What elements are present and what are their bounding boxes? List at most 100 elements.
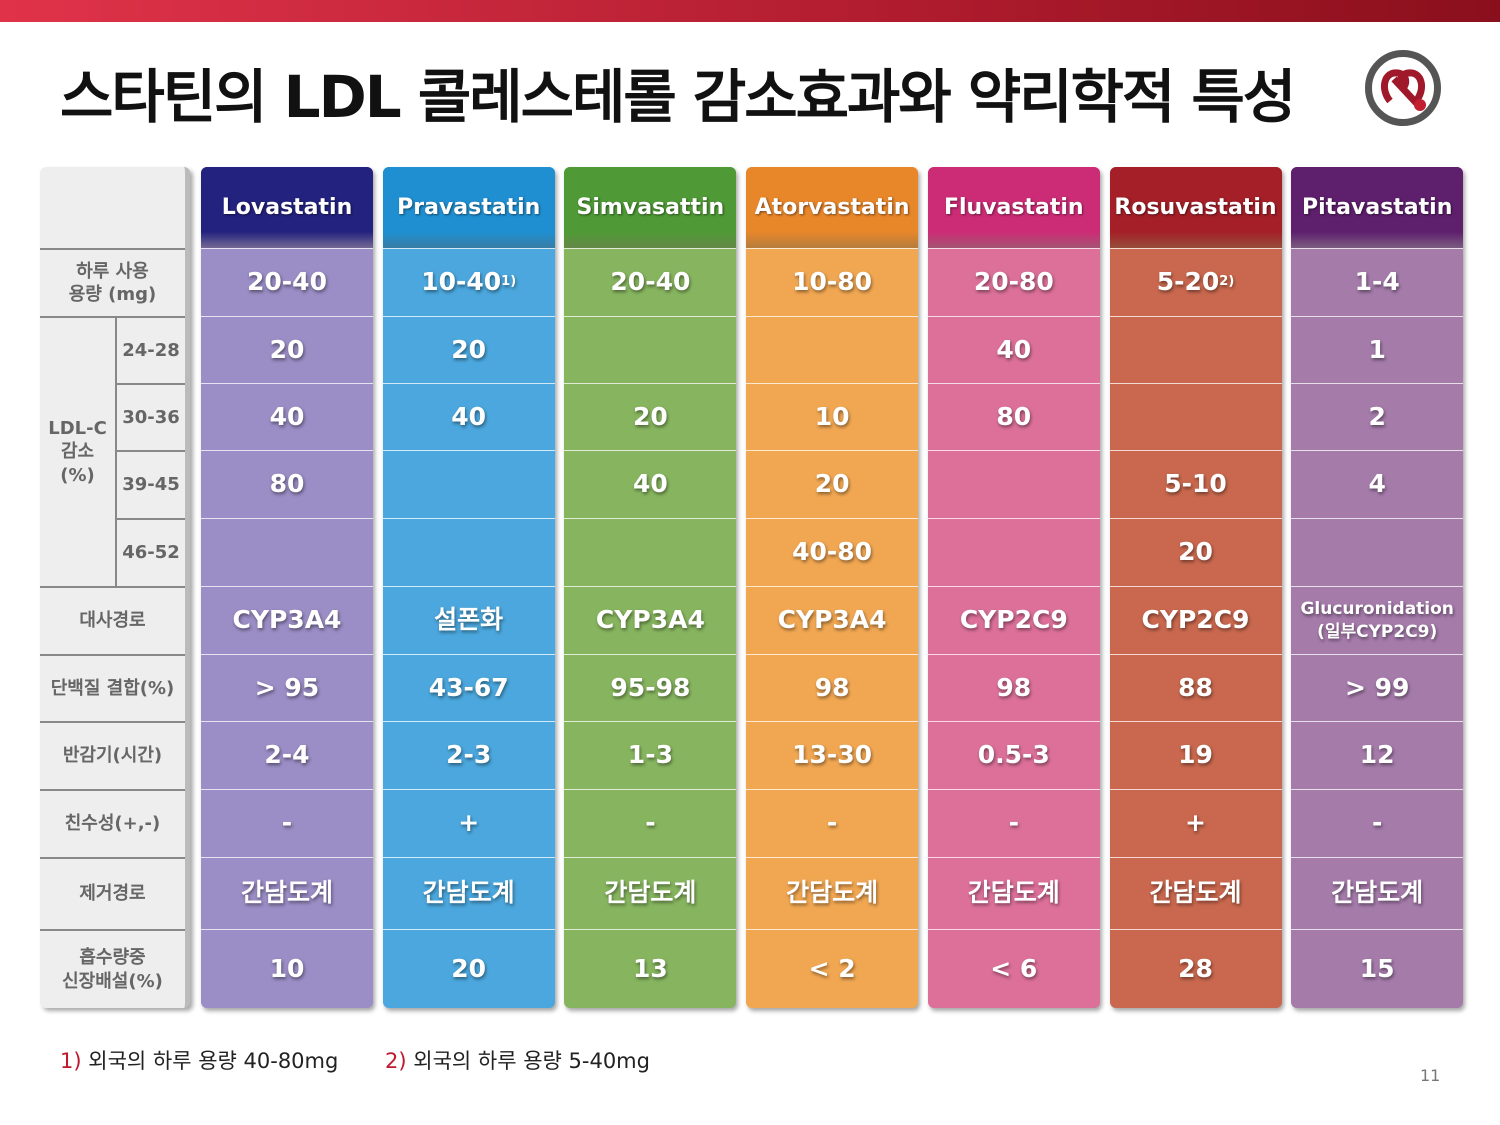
row-label-ldl-reduction: LDL-C 감소 (%) [40,316,117,586]
cell-value: 20-40 [247,267,327,297]
cell-metabolism: Glucuronidation (일부CYP2C9) [1291,586,1464,654]
cell-protein-binding: 43-67 [382,654,555,721]
cell-value: 10-80 [792,267,873,297]
cell-value: 2 [1368,401,1386,431]
cell-elimination: 간담도계 [927,857,1100,929]
cell-protein-binding: 98 [746,654,919,721]
cell-value: + [458,808,480,838]
cell-dose: 20-40 [201,248,373,316]
cell-value: CYP3A4 [232,605,342,635]
cell-value: 간담도계 [1331,878,1424,908]
row-label-hydrophilicity: 친수성(+,-) [40,789,185,857]
cell-value: 간담도계 [1149,878,1242,908]
cell-value: - [281,808,293,838]
drug-header: Lovastatin [201,167,373,248]
cell-renal-excretion: < 6 [927,929,1100,1008]
cell-value: > 99 [1344,672,1410,702]
cell-value: 10 [814,401,850,431]
drug-column-pravastatin: Pravastatin 10-40 1) 20 40 설폰화 43-67 2-3 + 간담도계 20 [382,167,555,1008]
row-label-ldl-range: 30-36 [117,383,185,450]
cell-ldl-39-45 [382,450,555,518]
cell-half-life: 19 [1109,721,1282,789]
cell-ldl-30-36: 20 [564,383,737,450]
cell-value: 5-10 [1164,469,1227,499]
row-label-ldl-range: 46-52 [117,518,185,586]
row-label-renal: 흡수량중 신장배설(%) [40,929,185,1008]
cell-ldl-39-45: 40 [564,450,737,518]
cell-value: Glucuronidation (일부CYP2C9) [1300,599,1454,642]
cell-protein-binding: 98 [927,654,1100,721]
cell-metabolism: CYP3A4 [564,586,737,654]
cell-value: 15 [1359,953,1395,983]
cell-value: 12 [1359,740,1395,770]
cell-ldl-24-28: 20 [382,316,555,383]
cell-dose: 10-40 1) [382,248,555,316]
cell-value: 43-67 [428,672,509,702]
cell-renal-excretion: 28 [1109,929,1282,1008]
cell-value: 40 [451,401,487,431]
dose-footnote-marker: 2) [1219,274,1235,290]
cell-dose: 20-80 [927,248,1100,316]
cell-value: CYP2C9 [959,605,1068,635]
cell-ldl-46-52 [201,518,373,586]
dose-footnote-marker: 1) [501,274,517,290]
cell-value: 80 [269,469,305,499]
cell-value: 13 [632,953,668,983]
row-label-dose: 하루 사용 용량 (mg) [40,248,185,316]
cell-value: CYP3A4 [777,605,887,635]
row-label-half-life: 반감기(시간) [40,721,185,789]
cell-value: 1 [1368,334,1386,364]
cell-half-life: 12 [1291,721,1464,789]
cell-elimination: 간담도계 [382,857,555,929]
cell-value: 80 [996,401,1032,431]
cell-half-life: 2-4 [201,721,373,789]
cell-renal-excretion: 15 [1291,929,1464,1008]
drug-header: Pitavastatin [1291,167,1464,248]
cell-value: < 2 [808,953,856,983]
cell-value: 40 [996,334,1032,364]
cell-protein-binding: > 95 [201,654,373,721]
cell-ldl-30-36: 40 [201,383,373,450]
cell-hydrophilicity: + [1109,789,1282,857]
drug-header: Pravastatin [382,167,555,248]
cell-protein-binding: 95-98 [564,654,737,721]
row-label-ldl-range: 39-45 [117,450,185,518]
cell-dose: 5-20 2) [1109,248,1282,316]
cell-value: > 95 [254,672,320,702]
cell-dose: 10-80 [746,248,919,316]
footnote-1: 1) 외국의 하루 용량 40-80mg [60,1045,338,1075]
cell-value: 40 [269,401,305,431]
cell-half-life: 1-3 [564,721,737,789]
cell-value: CYP2C9 [1141,605,1250,635]
cell-value: 98 [996,672,1032,702]
cell-ldl-24-28: 1 [1291,316,1464,383]
cell-ldl-24-28 [564,316,737,383]
cell-value: < 6 [990,953,1038,983]
row-label-protein-binding: 단백질 결합(%) [40,654,185,721]
cell-half-life: 0.5-3 [927,721,1100,789]
row-label-ldl-range: 24-28 [117,316,185,383]
cell-value: 10 [269,953,305,983]
drug-column-pitavastatin: Pitavastatin 1-4 1 2 4 Glucuronidation (일부CYP… [1291,167,1464,1008]
cell-value: 20-80 [973,267,1054,297]
cell-value: CYP3A4 [595,605,705,635]
cell-value: 13-30 [792,740,873,770]
drug-header: Fluvastatin [927,167,1100,248]
drug-column-atorvastatin: Atorvastatin 10-80 10 20 40-80 CYP3A4 98 13-30 -… [746,167,919,1008]
footnote-number: 1) [60,1049,82,1073]
cell-value: 19 [1178,740,1213,770]
cell-elimination: 간담도계 [1109,857,1282,929]
cell-value: 98 [814,672,850,702]
cell-ldl-24-28 [1109,316,1282,383]
cell-value: 40 [632,469,668,499]
cell-ldl-39-45: 20 [746,450,919,518]
cell-dose: 20-40 [564,248,737,316]
cell-metabolism: CYP2C9 [1109,586,1282,654]
cell-value: 40-80 [792,537,873,567]
cell-renal-excretion: 10 [201,929,373,1008]
row-label-metabolism: 대사경로 [40,586,185,654]
cell-metabolism: CYP2C9 [927,586,1100,654]
cell-ldl-30-36: 10 [746,383,919,450]
cell-elimination: 간담도계 [1291,857,1464,929]
cell-ldl-46-52 [382,518,555,586]
